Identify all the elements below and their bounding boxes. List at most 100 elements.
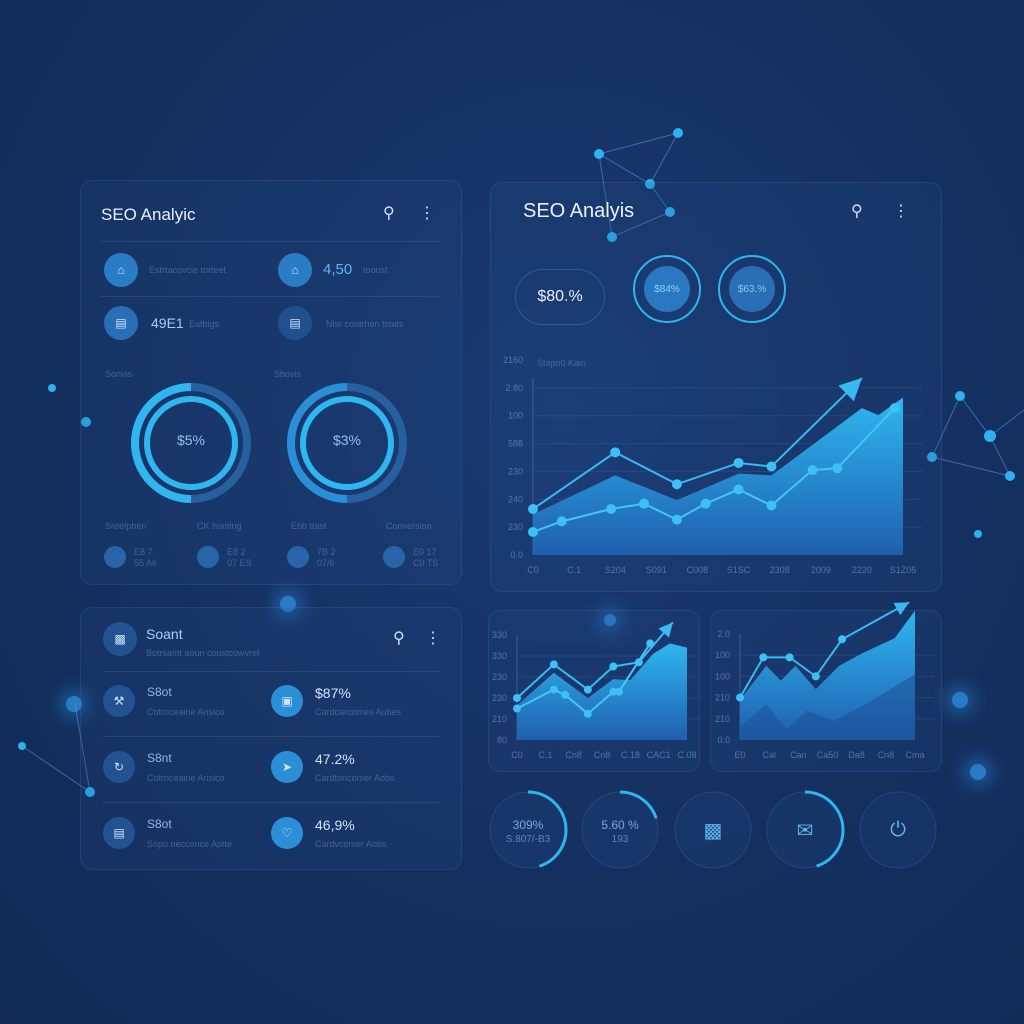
list-item[interactable]: ▣ $87% Cardcarcomes Aubes bbox=[271, 683, 441, 723]
y-tick-label: 100 bbox=[715, 671, 730, 681]
legend-value: 07/6 bbox=[317, 558, 335, 568]
search-icon[interactable]: ⚲ bbox=[383, 205, 395, 222]
data-point bbox=[556, 516, 567, 527]
data-point bbox=[671, 514, 682, 525]
data-point bbox=[759, 653, 768, 662]
data-point bbox=[609, 687, 618, 696]
list-item-value: $87% bbox=[315, 685, 351, 701]
y-tick-label: 230 bbox=[508, 466, 523, 476]
main-area-chart: 2160 2.80 100 588 230 240 230 0.0 C0 C.1 S204 S091 C… bbox=[503, 355, 923, 575]
list-item[interactable]: ♡ 46,9% Cardvcomer Aobs bbox=[271, 815, 441, 855]
list-item[interactable]: ⚒ S8ot Cotrnceaine Ansico bbox=[103, 683, 273, 723]
legend-value: E8 7 bbox=[134, 547, 153, 557]
x-tick-label: CAC1 bbox=[647, 750, 671, 760]
ring-progress bbox=[674, 791, 752, 869]
legend-value: 7B 2 bbox=[317, 547, 336, 557]
panel-subtitle: Botrsamt aoun coustcowvret bbox=[146, 648, 260, 658]
x-tick-label: C.08 bbox=[677, 750, 696, 760]
more-vertical-icon[interactable]: ⋮ bbox=[893, 203, 909, 220]
list-item[interactable]: ➤ 47.2% Cardtoncomer Aobs bbox=[271, 749, 441, 789]
panel-title: SEO Analyis bbox=[523, 200, 635, 222]
glow-dot bbox=[66, 696, 82, 712]
x-tick-label: Can bbox=[790, 750, 807, 760]
y-tick-label: 80 bbox=[497, 735, 507, 745]
area-series bbox=[533, 397, 903, 555]
x-tick-label: Cn8 bbox=[565, 750, 582, 760]
building-icon: ▤ bbox=[103, 817, 135, 849]
x-tick-label: E0 bbox=[734, 750, 745, 760]
more-vertical-icon[interactable]: ⋮ bbox=[425, 630, 441, 647]
glow-dot bbox=[280, 596, 296, 612]
donut-value: $3% bbox=[332, 432, 362, 448]
data-point bbox=[766, 500, 777, 511]
x-tick-label: 2009 bbox=[811, 565, 831, 575]
trend-line bbox=[739, 601, 910, 699]
legend-dot bbox=[104, 546, 126, 568]
ring-value: 5.60 % bbox=[601, 818, 639, 832]
more-vertical-icon[interactable]: ⋮ bbox=[419, 205, 435, 222]
data-point bbox=[561, 690, 570, 699]
data-point bbox=[610, 447, 621, 458]
metric-ring[interactable]: 309% S.807/-B3 bbox=[486, 788, 570, 872]
y-tick-label: 210 bbox=[492, 714, 507, 724]
list-item-label: Cardvcomer Aobs bbox=[315, 839, 387, 849]
stat-label: Estrtacovcie torteet bbox=[149, 265, 227, 275]
metric-ring[interactable]: ▩ bbox=[671, 788, 755, 872]
x-tick-label: C.18 bbox=[621, 750, 640, 760]
panel-title: SEO Analyic bbox=[101, 205, 196, 224]
list-item[interactable]: ↻ S8nt Cotrnceaine Ansico bbox=[103, 749, 273, 789]
refresh-icon: ↻ bbox=[103, 751, 135, 783]
y-tick-label: 100 bbox=[715, 650, 730, 660]
list-item-value: S8ot bbox=[147, 685, 172, 699]
y-tick-label: 0.0 bbox=[510, 550, 523, 560]
metric-ring[interactable]: 5.60 % 193 bbox=[578, 788, 662, 872]
ring-subvalue: S.807/-B3 bbox=[505, 834, 551, 845]
stat-value: 4,50 bbox=[323, 261, 353, 278]
box-icon: ▣ bbox=[271, 685, 303, 717]
y-tick-label: 0.0 bbox=[717, 735, 730, 745]
list-item[interactable]: ▤ S8ot Sopu necconce Aptte bbox=[103, 815, 273, 855]
x-tick-label: C0 bbox=[511, 750, 523, 760]
heart-icon: ♡ bbox=[271, 817, 303, 849]
y-tick-label: 330 bbox=[492, 651, 507, 661]
kpi-ring: $84% bbox=[633, 255, 701, 323]
data-point bbox=[528, 526, 538, 537]
data-point bbox=[549, 660, 558, 669]
search-icon[interactable]: ⚲ bbox=[393, 630, 405, 647]
bar-chart-icon: ▩ bbox=[103, 622, 137, 656]
data-point bbox=[838, 635, 847, 644]
legend-label: CK hunting bbox=[197, 521, 242, 531]
divider bbox=[103, 736, 439, 737]
arrow-head-icon bbox=[658, 622, 673, 638]
kpi-ring-inner: $63.% bbox=[729, 266, 775, 312]
ring-subvalue: 193 bbox=[611, 834, 629, 845]
donut-caption: Sbovis bbox=[274, 369, 302, 379]
list-item-label: Cotrnceaine Ansico bbox=[147, 707, 225, 717]
y-tick-label: 230 bbox=[492, 693, 507, 703]
data-point bbox=[733, 484, 744, 495]
search-icon[interactable]: ⚲ bbox=[851, 203, 863, 220]
donut-caption: Sonvis bbox=[105, 369, 133, 379]
ring-value: 309% bbox=[512, 818, 544, 832]
ring-progress bbox=[580, 790, 660, 870]
data-point bbox=[639, 498, 649, 509]
data-point bbox=[832, 463, 843, 474]
legend-dot bbox=[287, 546, 309, 568]
arrow-head-icon bbox=[838, 378, 862, 402]
y-tick-label: 330 bbox=[492, 630, 507, 640]
small-area-chart: 330 330 230 230 210 80 C0 C.1 Cn8 Cn8 C.18 CAC1 C.08 bbox=[492, 621, 700, 760]
metric-ring[interactable]: ⏻ bbox=[856, 788, 940, 872]
x-tick-label: Da8 bbox=[848, 750, 865, 760]
x-tick-label: C.1 bbox=[567, 565, 581, 575]
data-point bbox=[528, 503, 538, 514]
legend-value: E8 2 bbox=[227, 547, 246, 557]
metric-ring[interactable]: ✉ bbox=[763, 788, 847, 872]
y-tick-label: 2160 bbox=[503, 355, 523, 365]
data-point bbox=[766, 461, 777, 472]
data-point bbox=[513, 704, 521, 713]
chart-caption: Stapo0 Kain bbox=[537, 358, 587, 368]
data-point bbox=[583, 709, 592, 718]
x-tick-label: Cn8 bbox=[878, 750, 895, 760]
stat-label: toonst bbox=[363, 265, 388, 275]
